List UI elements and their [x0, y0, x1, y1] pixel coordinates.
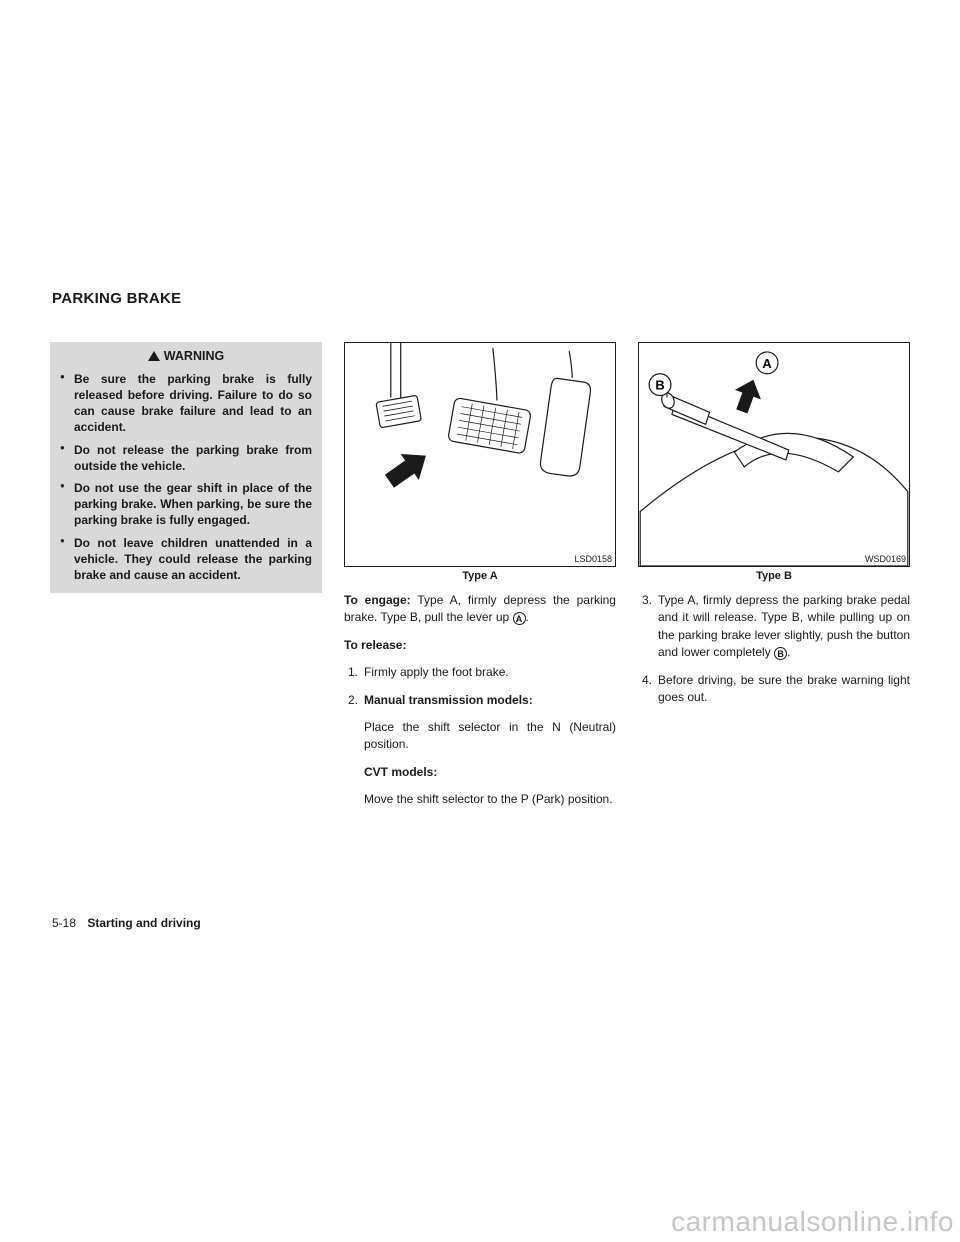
figure-label-b: B — [655, 378, 664, 393]
step-4-text: Before driving, be sure the brake warnin… — [658, 673, 910, 704]
page-number: 5-18 — [52, 916, 76, 930]
circled-b-icon: B — [774, 647, 787, 660]
figure-caption-b: Type B — [638, 570, 910, 582]
page-footer: 5-18 Starting and driving — [52, 916, 201, 930]
release-step-4: 4. Before driving, be sure the brake war… — [638, 672, 910, 707]
warning-header-text: WARNING — [164, 349, 224, 363]
column-container: WARNING Be sure the parking brake is ful… — [50, 342, 910, 819]
column-3-text: 3. Type A, firmly depress the parking br… — [638, 592, 910, 706]
step-number: 1. — [348, 664, 358, 681]
step-3-after: . — [787, 645, 790, 659]
release-lead: To release: — [344, 638, 406, 652]
column-3: A B WSD0169 Type B 3. Type A, firmly dep… — [638, 342, 910, 819]
warning-box: WARNING Be sure the parking brake is ful… — [50, 342, 322, 593]
figure-label-a: A — [762, 356, 771, 371]
release-step-3: 3. Type A, firmly depress the parking br… — [638, 592, 910, 662]
column-2: LSD0158 Type A To engage: Type A, firmly… — [344, 342, 616, 819]
figure-code: WSD0169 — [865, 554, 906, 564]
step-text: Firmly apply the foot brake. — [364, 665, 509, 679]
warning-item: Do not leave children unattended in a ve… — [60, 535, 312, 584]
figure-code: LSD0158 — [574, 554, 612, 564]
step-2-cvt-lead: CVT models: — [364, 765, 437, 779]
warning-triangle-icon — [148, 351, 160, 361]
pedals-illustration — [345, 343, 615, 566]
figure-caption-a: Type A — [344, 570, 616, 582]
column-1: WARNING Be sure the parking brake is ful… — [50, 342, 322, 819]
watermark: carmanualsonline.info — [671, 1206, 954, 1238]
circled-a-icon: A — [513, 612, 526, 625]
engage-paragraph: To engage: Type A, firmly depress the pa… — [344, 592, 616, 627]
step-2-lead: Manual transmission models: — [364, 693, 533, 707]
step-2-cvt-body: Move the shift selector to the P (Park) … — [364, 791, 616, 808]
release-steps-col2: 1. Firmly apply the foot brake. 2. Manua… — [344, 664, 616, 808]
engage-lead: To engage: — [344, 593, 411, 607]
manual-page: PARKING BRAKE WARNING Be sure the parkin… — [0, 0, 960, 1242]
step-2-body: Place the shift selector in the N (Neutr… — [364, 719, 616, 754]
release-step-1: 1. Firmly apply the foot brake. — [344, 664, 616, 681]
warning-item: Do not release the parking brake from ou… — [60, 442, 312, 474]
warning-header: WARNING — [60, 348, 312, 365]
warning-item: Be sure the parking brake is fully relea… — [60, 371, 312, 436]
section-name: Starting and driving — [87, 916, 200, 930]
column-2-text: To engage: Type A, firmly depress the pa… — [344, 592, 616, 809]
page-title: PARKING BRAKE — [52, 290, 181, 307]
step-number: 4. — [642, 672, 652, 689]
figure-type-a: LSD0158 — [344, 342, 616, 567]
release-steps-col3: 3. Type A, firmly depress the parking br… — [638, 592, 910, 706]
step-number: 3. — [642, 592, 652, 609]
handbrake-illustration: A B — [639, 343, 909, 566]
release-step-2: 2. Manual transmission models: Place the… — [344, 692, 616, 809]
warning-item: Do not use the gear shift in place of th… — [60, 480, 312, 529]
warning-list: Be sure the parking brake is fully relea… — [60, 371, 312, 583]
figure-type-b: A B WSD0169 — [638, 342, 910, 567]
engage-text-after: . — [526, 610, 529, 624]
step-number: 2. — [348, 692, 358, 709]
